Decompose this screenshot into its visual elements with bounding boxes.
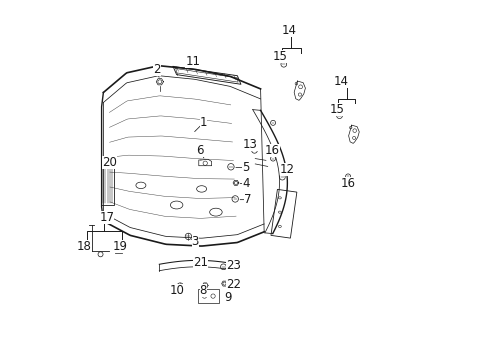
Text: 3: 3 bbox=[191, 235, 199, 248]
Text: 4: 4 bbox=[242, 177, 249, 190]
Text: 20: 20 bbox=[102, 156, 117, 168]
Text: 15: 15 bbox=[272, 50, 287, 63]
Text: 14: 14 bbox=[333, 75, 348, 88]
Text: 8: 8 bbox=[199, 284, 207, 297]
Text: 23: 23 bbox=[226, 259, 241, 272]
Text: 13: 13 bbox=[242, 138, 257, 151]
Bar bbox=[101, 158, 114, 205]
Bar bbox=[198, 289, 219, 303]
Text: 1: 1 bbox=[199, 116, 207, 129]
Text: 17: 17 bbox=[99, 211, 114, 224]
Text: 10: 10 bbox=[169, 284, 183, 297]
Text: 14: 14 bbox=[281, 24, 296, 37]
Text: 2: 2 bbox=[153, 63, 161, 76]
Text: 6: 6 bbox=[196, 144, 203, 157]
Bar bbox=[115, 240, 122, 253]
Text: 22: 22 bbox=[226, 278, 241, 291]
Text: 16: 16 bbox=[340, 177, 355, 190]
Text: 5: 5 bbox=[242, 161, 249, 174]
Text: 18: 18 bbox=[76, 240, 91, 253]
Text: 11: 11 bbox=[185, 55, 200, 68]
Text: 19: 19 bbox=[112, 240, 127, 253]
Text: 12: 12 bbox=[279, 163, 294, 176]
Text: 21: 21 bbox=[193, 256, 208, 269]
Text: 9: 9 bbox=[224, 291, 232, 305]
Bar bbox=[270, 189, 296, 238]
Text: 15: 15 bbox=[329, 103, 344, 116]
Text: 7: 7 bbox=[244, 193, 251, 206]
Text: 16: 16 bbox=[264, 144, 279, 157]
